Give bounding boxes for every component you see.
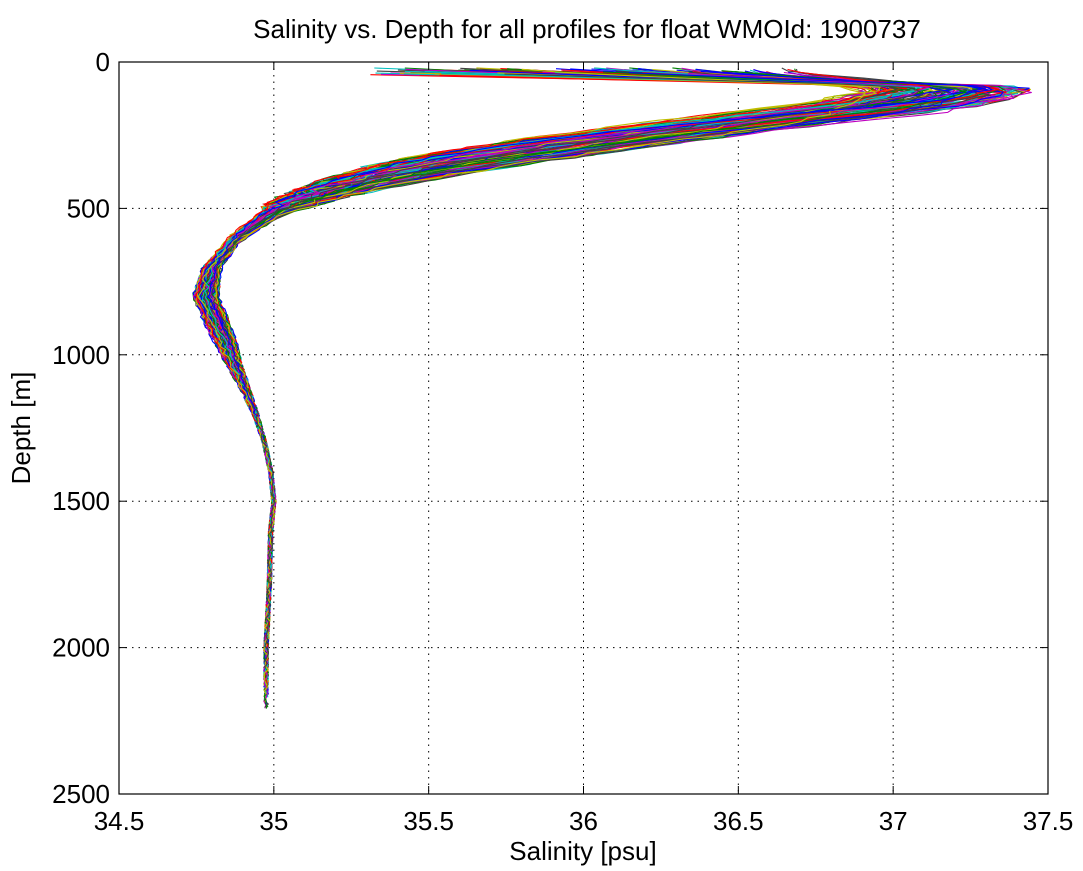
profile-lines bbox=[192, 67, 1032, 709]
x-tick-label: 35 bbox=[259, 806, 288, 836]
x-tick-label: 37 bbox=[879, 806, 908, 836]
chart-title: Salinity vs. Depth for all profiles for … bbox=[253, 14, 921, 44]
y-tick-label: 1500 bbox=[52, 486, 110, 516]
x-axis-label: Salinity [psu] bbox=[509, 836, 656, 866]
y-tick-label: 2000 bbox=[52, 633, 110, 663]
y-tick-label: 500 bbox=[67, 193, 110, 223]
profile-line bbox=[197, 68, 866, 695]
x-tick-label: 35.5 bbox=[403, 806, 454, 836]
y-tick-label: 0 bbox=[96, 47, 110, 77]
y-tick-label: 1000 bbox=[52, 340, 110, 370]
profile-line bbox=[208, 73, 930, 699]
x-axis-ticks: 34.5 35 35.5 36 36.5 37 37.5 bbox=[94, 62, 1074, 836]
y-tick-label: 2500 bbox=[52, 779, 110, 809]
x-tick-label: 36.5 bbox=[713, 806, 764, 836]
x-tick-label: 34.5 bbox=[94, 806, 145, 836]
x-tick-label: 37.5 bbox=[1023, 806, 1074, 836]
y-axis-ticks: 0 500 1000 1500 2000 2500 bbox=[52, 47, 1048, 809]
y-axis-label: Depth [m] bbox=[6, 372, 36, 485]
profile-line bbox=[208, 72, 995, 417]
grid-lines bbox=[119, 62, 1048, 794]
profile-line bbox=[215, 72, 878, 414]
x-tick-label: 36 bbox=[569, 806, 598, 836]
